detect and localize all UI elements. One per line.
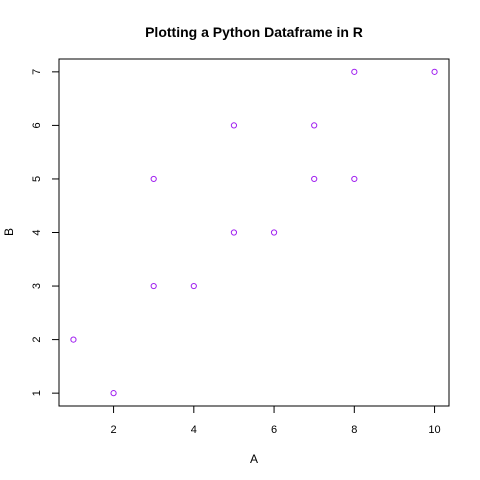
data-point (150, 282, 157, 290)
data-point (190, 282, 197, 290)
y-tick-label: 5 (31, 176, 43, 182)
x-axis-label: A (250, 452, 258, 466)
x-tick-label: 6 (271, 424, 277, 436)
y-axis-label: B (2, 228, 16, 236)
data-point (351, 68, 358, 75)
data-point (311, 122, 318, 129)
x-axis: 2 4 6 8 10 (111, 405, 441, 436)
data-point (110, 390, 117, 397)
data-point (431, 68, 438, 75)
data-points (70, 68, 438, 397)
x-tick-label: 8 (351, 424, 357, 436)
plot-frame (58, 58, 450, 407)
data-point (70, 336, 77, 343)
data-point (270, 229, 278, 236)
data-point (311, 175, 318, 183)
x-tick-label: 4 (191, 424, 197, 436)
y-tick-label: 3 (31, 283, 43, 289)
data-point (230, 122, 238, 129)
y-axis: 1 2 3 4 5 6 7 (31, 69, 60, 396)
y-tick-label: 1 (31, 390, 43, 396)
data-point (351, 175, 358, 183)
data-point (150, 175, 157, 183)
y-tick-label: 7 (31, 69, 43, 75)
chart-title: Plotting a Python Dataframe in R (145, 24, 363, 40)
x-tick-label: 10 (428, 424, 440, 436)
y-tick-label: 2 (31, 337, 43, 343)
y-tick-label: 4 (31, 229, 43, 235)
x-tick-label: 2 (111, 424, 117, 436)
y-tick-label: 6 (31, 122, 43, 128)
data-point (230, 229, 238, 236)
